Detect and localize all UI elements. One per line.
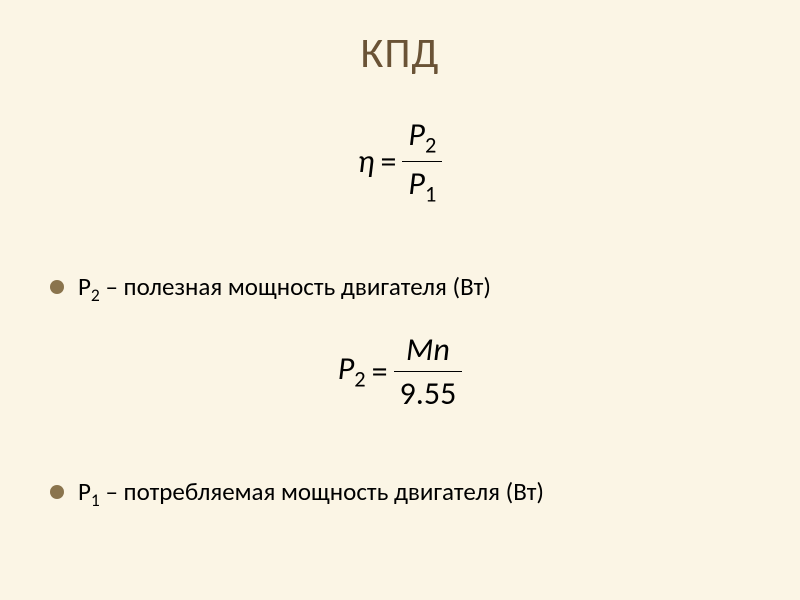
bullet-dot-icon bbox=[50, 280, 64, 294]
fraction-bar bbox=[394, 371, 463, 372]
formula-efficiency: η = P2 P1 bbox=[0, 115, 800, 209]
bullet-p1-text: P1 – потребляемая мощность двигателя (Вт… bbox=[78, 475, 544, 513]
slide-title: КПД bbox=[0, 28, 800, 79]
eta-symbol: η bbox=[358, 142, 375, 181]
fraction-p2-p1: P2 P1 bbox=[402, 115, 442, 209]
bullet-dot-icon bbox=[50, 485, 64, 499]
fraction-bar bbox=[402, 161, 442, 162]
equals-sign: = bbox=[380, 142, 396, 181]
fraction-mn: Mn 9.55 bbox=[394, 330, 463, 413]
slide: КПД η = P2 P1 P2 – полезная мощность дви… bbox=[0, 0, 800, 600]
bullet-p1: P1 – потребляемая мощность двигателя (Вт… bbox=[50, 475, 760, 513]
equals-sign: = bbox=[372, 352, 388, 391]
formula-p2: P2 = Mn 9.55 bbox=[0, 330, 800, 413]
bullet-p2: P2 – полезная мощность двигателя (Вт) bbox=[50, 270, 760, 308]
bullet-p2-text: P2 – полезная мощность двигателя (Вт) bbox=[78, 270, 491, 308]
